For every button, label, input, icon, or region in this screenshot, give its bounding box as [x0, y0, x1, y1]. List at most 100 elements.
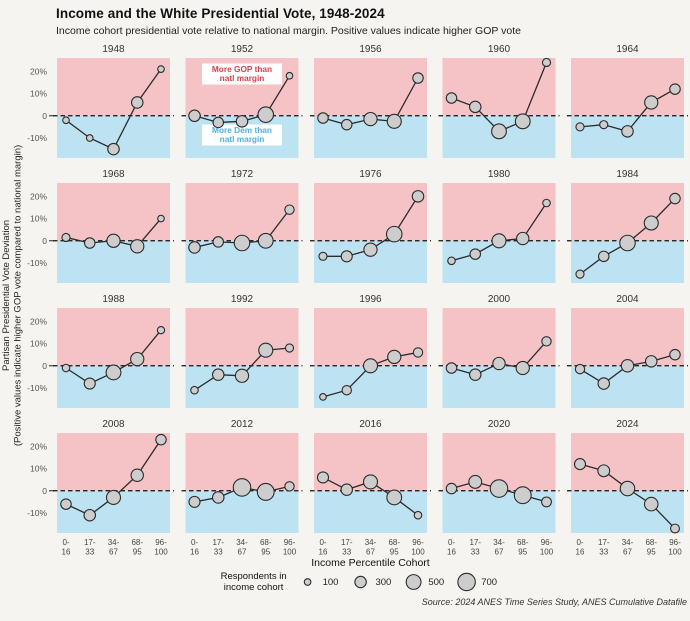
data-point — [541, 336, 552, 347]
data-point — [597, 250, 610, 263]
panel-year-label: 1996 — [359, 294, 382, 305]
data-point — [362, 474, 379, 490]
x-tick-label: 96- — [412, 538, 424, 547]
panel-year-label: 2004 — [616, 294, 639, 305]
data-point — [413, 510, 423, 520]
y-tick-label: 20% — [30, 191, 47, 201]
size-legend: Respondents in income cohort 100 300 500 70… — [221, 571, 497, 594]
panel-year-label: 1992 — [231, 294, 254, 305]
data-point — [85, 134, 94, 142]
panel-year-label: 2000 — [488, 294, 511, 305]
data-point — [516, 231, 530, 246]
gop-region — [57, 433, 170, 491]
data-point — [669, 192, 681, 205]
data-point — [363, 242, 378, 257]
data-point — [285, 71, 294, 80]
data-point — [513, 486, 532, 505]
legend-size-circle — [456, 573, 476, 592]
gop-region — [571, 183, 684, 241]
data-point — [211, 368, 225, 381]
gop-annotation-text: More GOP than — [212, 64, 272, 74]
data-point — [363, 111, 378, 127]
chart-subtitle: Income cohort presidential vote relative… — [56, 25, 521, 37]
panel-1964: 1964 — [567, 44, 688, 158]
gop-region — [57, 183, 170, 241]
x-tick-label: 67 — [238, 548, 247, 557]
data-point — [256, 482, 275, 501]
y-tick-label: 20% — [30, 441, 47, 451]
x-tick-label: 33 — [342, 548, 351, 557]
x-tick-label: 67 — [495, 548, 504, 557]
data-point — [130, 468, 144, 482]
data-point — [157, 65, 165, 73]
data-point — [232, 478, 252, 497]
x-tick-label: 16 — [447, 548, 456, 557]
panel-year-label: 2008 — [102, 419, 125, 430]
legend-size-circle-icon — [456, 573, 476, 592]
dem-region — [185, 490, 299, 533]
panel-1976: 1976 — [310, 169, 431, 283]
x-tick-label: 95 — [518, 548, 527, 557]
x-tick-label: 33 — [599, 548, 608, 557]
x-tick-label: 17- — [469, 538, 481, 547]
x-tick-label: 100 — [540, 548, 554, 557]
panel-year-label: 1984 — [616, 169, 639, 180]
data-point — [541, 496, 552, 508]
x-tick-label: 95 — [390, 548, 399, 557]
data-point — [542, 198, 551, 208]
data-point — [233, 234, 251, 252]
x-tick-label: 96- — [284, 538, 296, 547]
x-tick-label: 100 — [283, 548, 297, 557]
data-point — [319, 393, 327, 401]
data-point — [83, 377, 96, 390]
data-point — [156, 326, 166, 335]
legend-size-circle-icon — [405, 574, 422, 591]
y-tick-label: -10% — [27, 133, 47, 143]
legend-size-value: 500 — [428, 576, 445, 588]
panel-year-label: 1976 — [359, 169, 382, 180]
x-tick-label: 33 — [85, 548, 94, 557]
y-tick-label: 20% — [30, 66, 47, 76]
x-tick-label: 67 — [366, 548, 375, 557]
x-tick-label: 16 — [319, 548, 328, 557]
gop-annotation-box — [202, 63, 282, 85]
data-point — [157, 214, 165, 223]
legend-item: 300 — [349, 572, 391, 592]
dem-region — [571, 365, 684, 408]
legend-size-circle — [405, 574, 422, 591]
y-tick-label: -10% — [27, 508, 47, 518]
data-point — [447, 256, 456, 266]
data-point — [340, 118, 353, 131]
x-tick-label: 0- — [319, 538, 326, 547]
data-point — [491, 123, 507, 140]
data-point — [317, 112, 329, 124]
data-point — [445, 482, 458, 495]
y-axis-label-line1: Partisan Presidential Vote Deviation — [1, 220, 12, 371]
y-tick-label: 0 — [42, 236, 47, 246]
panel-2000: 2000 — [438, 294, 560, 408]
data-point — [316, 471, 330, 484]
data-point — [211, 491, 225, 504]
data-point — [60, 498, 72, 510]
gop-region — [185, 308, 299, 366]
x-tick-label: 17- — [598, 538, 610, 547]
panel-2016: 2016 0-16 17-33 34-67 68-95 96-100 — [310, 419, 431, 557]
data-point — [597, 464, 611, 478]
legend-size-circle — [354, 576, 367, 589]
small-multiples-grid: Partisan Presidential Vote Deviation (Pos… — [1, 44, 688, 557]
x-tick-label: 96- — [669, 538, 681, 547]
legend-size-circle — [303, 578, 312, 587]
data-point — [257, 232, 274, 249]
x-axis-label: Income Percentile Cohort — [311, 557, 430, 569]
data-point — [597, 377, 611, 390]
legend-item: 100 — [297, 572, 338, 592]
data-point — [362, 358, 379, 374]
panel-year-label: 1988 — [102, 294, 125, 305]
legend-title-line1: Respondents in — [220, 571, 287, 582]
data-point — [385, 225, 403, 243]
data-point — [61, 232, 71, 243]
legend-item: 500 — [402, 572, 444, 592]
x-tick-label: 33 — [471, 548, 480, 557]
legend-size-circle-icon — [303, 578, 312, 587]
panel-year-label: 1968 — [102, 169, 125, 180]
